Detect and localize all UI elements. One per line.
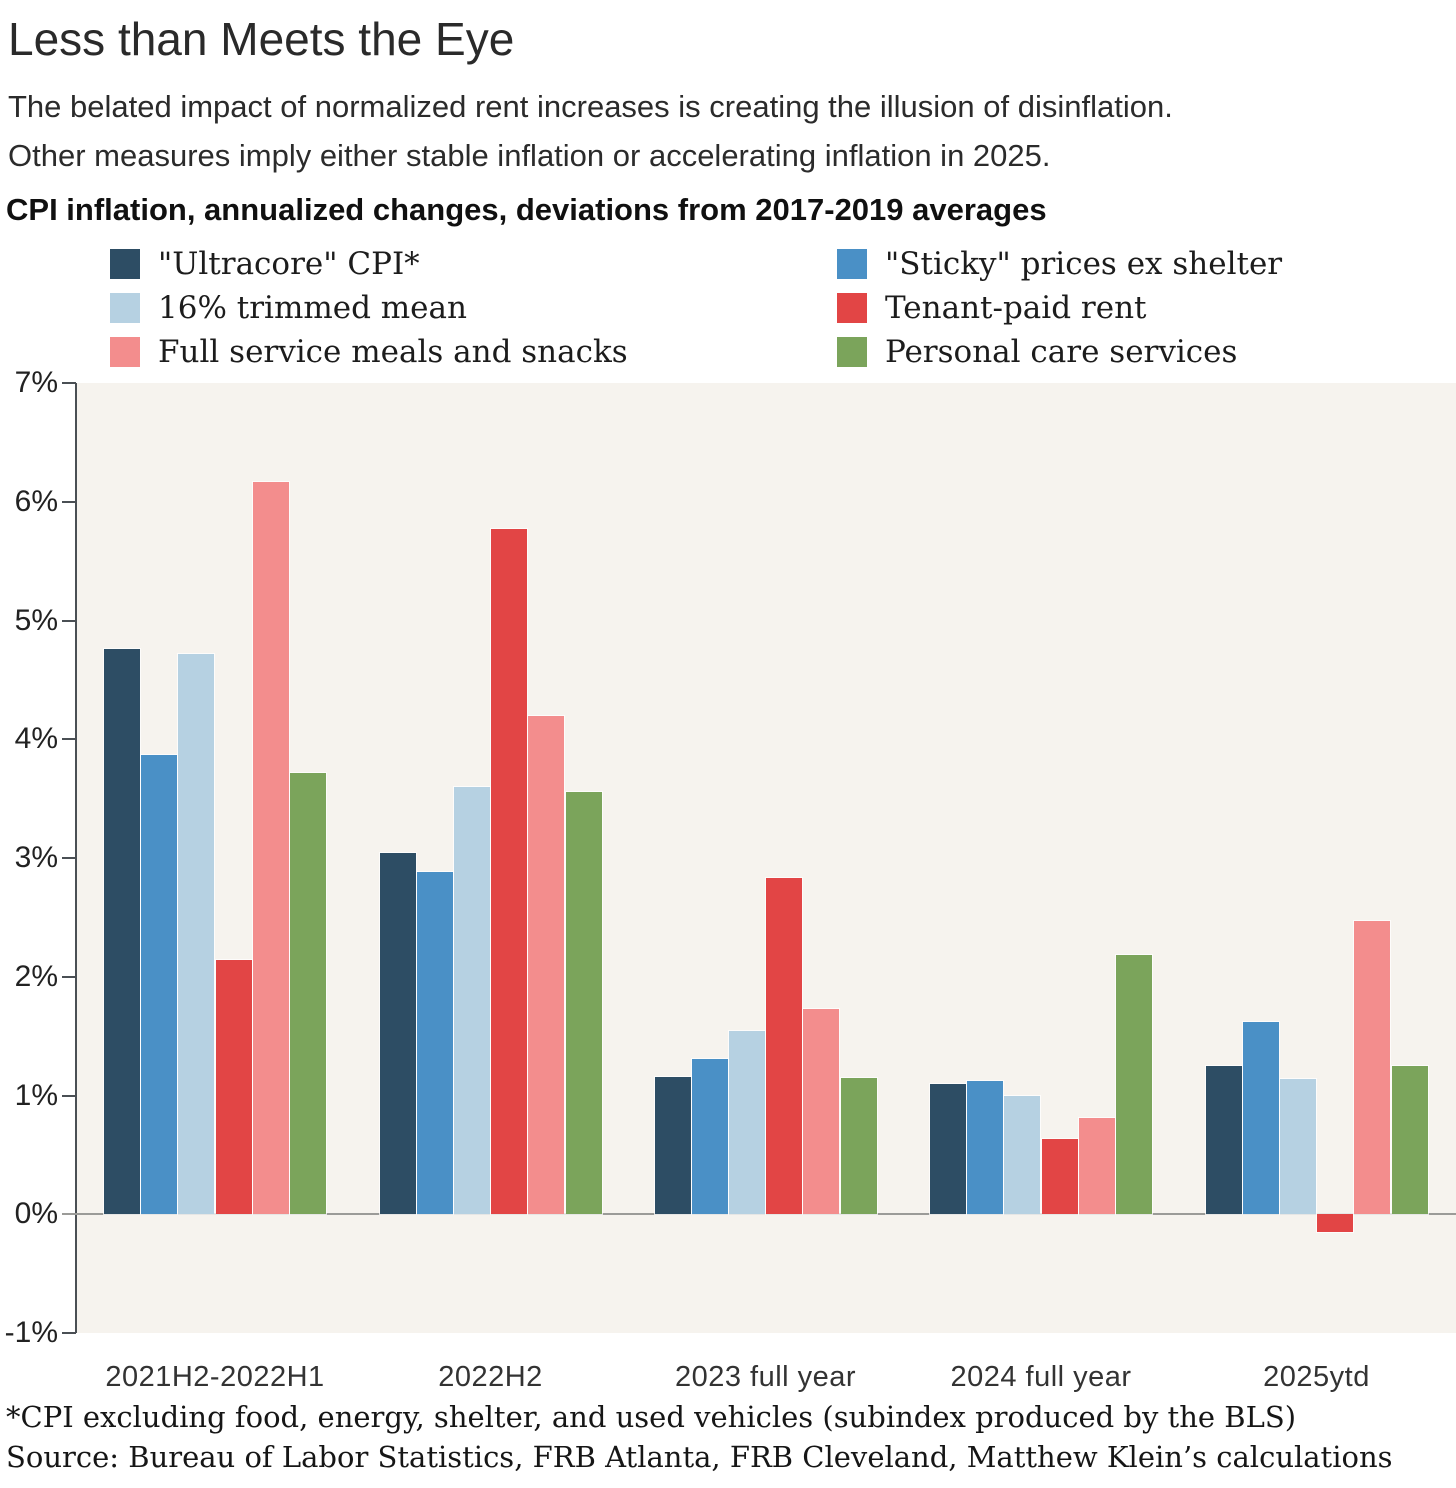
- y-axis-tick-label: 7%: [14, 366, 58, 399]
- bar-series-4-group-4: [1353, 919, 1392, 1216]
- bar-series-3-group-2: [765, 877, 804, 1216]
- x-axis-category-label: 2024 full year: [950, 1361, 1132, 1393]
- x-axis-category-label: 2023 full year: [674, 1361, 857, 1393]
- bar-series-2-group-4: [1278, 1077, 1317, 1216]
- legend-swatch-icon: [837, 249, 867, 279]
- zero-baseline: [62, 1213, 1456, 1216]
- y-axis-tick-label: 4%: [14, 722, 58, 756]
- bar-series-2-group-0: [177, 652, 216, 1216]
- bar-series-5-group-2: [839, 1076, 878, 1216]
- bar-series-5-group-0: [289, 771, 327, 1216]
- bar-series-2-group-1: [452, 785, 491, 1216]
- y-axis-line: [75, 383, 77, 1333]
- bar-series-3-group-0: [214, 959, 253, 1216]
- bar-series-0-group-2: [653, 1075, 692, 1216]
- source-note: Source: Bureau of Labor Statistics, FRB …: [6, 1440, 1393, 1474]
- bar-series-2-group-3: [1003, 1094, 1042, 1216]
- legend-label: Tenant-paid rent: [885, 290, 1147, 326]
- legend-swatch-icon: [110, 337, 140, 367]
- chart-heading: CPI inflation, annualized changes, devia…: [6, 192, 1047, 227]
- bar-series-0-group-3: [929, 1082, 967, 1216]
- subtitle-line-1: The belated impact of normalized rent in…: [8, 89, 1173, 124]
- page-title: Less than Meets the Eye: [8, 13, 515, 65]
- bar-series-0-group-0: [103, 647, 141, 1216]
- chart-legend: "Ultracore" CPI* 16% trimmed mean Full ser…: [110, 242, 1282, 374]
- y-axis-tick: [62, 1332, 76, 1334]
- bar-series-3-group-1: [490, 528, 529, 1216]
- y-axis-tick-label: 3%: [14, 841, 58, 874]
- legend-item: "Sticky" prices ex shelter: [837, 242, 1282, 286]
- bar-series-1-group-3: [966, 1080, 1005, 1216]
- bar-series-4-group-2: [802, 1007, 841, 1216]
- bar-series-1-group-1: [415, 871, 454, 1216]
- x-axis-category-label: 2025ytd: [1263, 1361, 1370, 1393]
- bar-chart: 7% 6% 5% 4% 3% 2% 1% 0% -1% 2021H2-2022H1 2022H2 20…: [0, 366, 1456, 1483]
- y-axis-tick-label: 2%: [14, 959, 58, 993]
- subtitle: The belated impact of normalized rent in…: [8, 82, 1173, 180]
- y-axis-tick-label: 5%: [14, 603, 58, 637]
- legend-item: Personal care services: [837, 330, 1282, 374]
- bar-series-1-group-4: [1241, 1020, 1280, 1216]
- legend-swatch-icon: [837, 293, 867, 323]
- y-axis-tick: [62, 382, 76, 384]
- bar-series-5-group-4: [1390, 1064, 1429, 1216]
- y-axis-tick: [62, 975, 76, 978]
- y-axis-tick: [62, 738, 76, 741]
- legend-item: Tenant-paid rent: [837, 286, 1282, 330]
- legend-item: "Ultracore" CPI*: [110, 242, 837, 286]
- legend-label: Personal care services: [885, 334, 1238, 370]
- y-axis-tick: [62, 619, 76, 622]
- y-axis-tick-label: -1%: [4, 1316, 58, 1349]
- y-axis-tick-label: 0%: [14, 1197, 58, 1231]
- bar-series-5-group-3: [1115, 954, 1153, 1216]
- bar-series-5-group-1: [564, 790, 603, 1216]
- y-axis-tick: [62, 500, 76, 503]
- bar-series-1-group-0: [140, 753, 179, 1216]
- bar-series-4-group-0: [251, 480, 290, 1216]
- x-axis-category-label: 2021H2-2022H1: [105, 1361, 325, 1393]
- bar-series-0-group-1: [378, 852, 417, 1216]
- footnote-asterisk: *CPI excluding food, energy, shelter, an…: [6, 1400, 1297, 1434]
- legend-item: Full service meals and snacks: [110, 330, 837, 374]
- y-axis-tick-label: 6%: [14, 484, 58, 518]
- legend-item: 16% trimmed mean: [110, 286, 837, 330]
- x-axis-category-label: 2022H2: [438, 1361, 543, 1393]
- legend-swatch-icon: [110, 293, 140, 323]
- bar-series-4-group-1: [527, 714, 566, 1216]
- bar-series-3-group-3: [1040, 1138, 1079, 1216]
- legend-swatch-icon: [837, 337, 867, 367]
- legend-label: Full service meals and snacks: [158, 334, 628, 370]
- legend-label: "Ultracore" CPI*: [158, 246, 420, 282]
- y-axis-tick-label: 1%: [14, 1078, 58, 1112]
- bar-series-2-group-2: [727, 1030, 766, 1216]
- bar-series-0-group-4: [1204, 1064, 1243, 1216]
- bar-series-1-group-2: [690, 1057, 729, 1216]
- y-axis-tick: [62, 1094, 76, 1097]
- legend-swatch-icon: [110, 249, 140, 279]
- bar-series-3-group-4: [1316, 1213, 1355, 1234]
- legend-label: "Sticky" prices ex shelter: [885, 246, 1283, 282]
- subtitle-line-2: Other measures imply either stable infla…: [8, 138, 1051, 173]
- bar-series-4-group-3: [1077, 1117, 1116, 1216]
- y-axis-tick: [62, 857, 76, 859]
- legend-label: 16% trimmed mean: [158, 290, 467, 326]
